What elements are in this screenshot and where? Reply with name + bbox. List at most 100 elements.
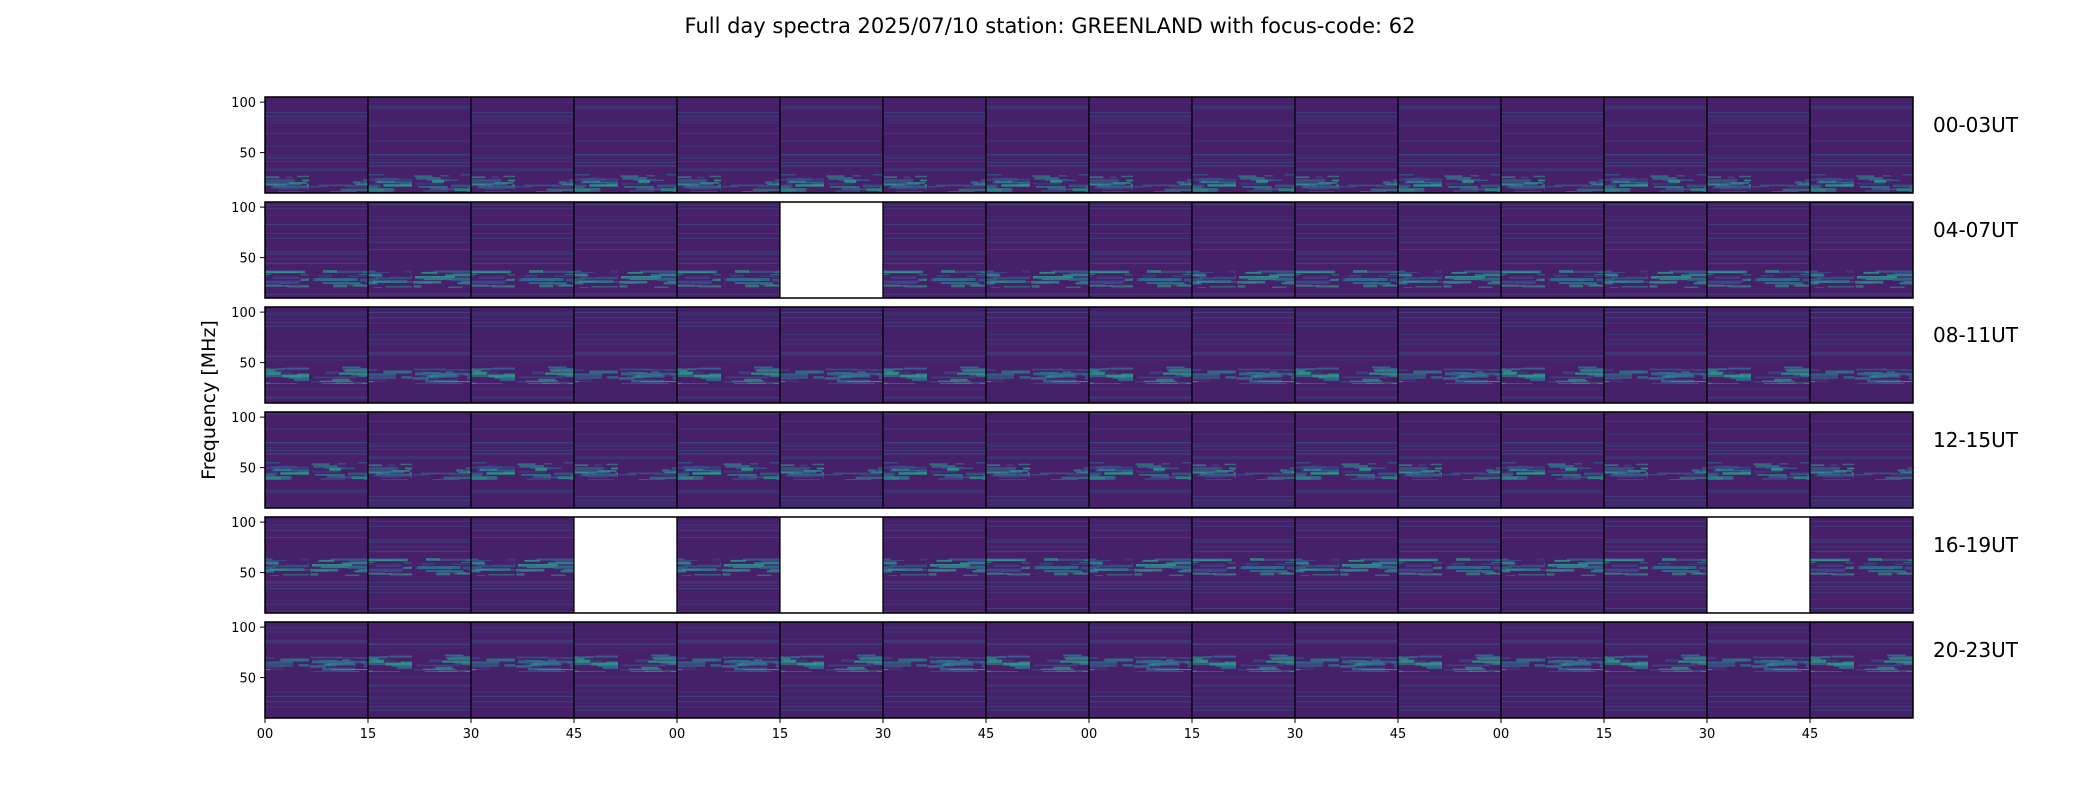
spectrum-panel [1500, 516, 1605, 614]
spectrum-panel [367, 96, 472, 194]
row-time-label: 04-07UT [1933, 218, 2019, 242]
y-tick-label: 100 [231, 201, 256, 216]
spectrum-panel [367, 516, 472, 614]
spectrum-panel [1294, 621, 1399, 719]
spectrum-panel [470, 306, 575, 404]
spectrum-panel [1500, 411, 1605, 509]
spectrum-panel [1191, 516, 1296, 614]
spectrum-panel [573, 306, 678, 404]
row-frame [264, 411, 1914, 509]
row-frame [264, 306, 1914, 404]
spectrum-panel [1191, 621, 1296, 719]
spectrum-panel [1603, 621, 1708, 719]
spectra-row: 50 100 12-15UT [231, 411, 2019, 509]
spectrum-panel [470, 201, 575, 299]
spectrum-panel [1294, 411, 1399, 509]
x-tick-label: 30 [875, 727, 892, 742]
spectrum-panel [676, 306, 781, 404]
spectrum-panel [367, 411, 472, 509]
spectrum-panel-missing [779, 201, 884, 299]
spectrum-panel [470, 621, 575, 719]
spectrum-panel [1706, 621, 1811, 719]
y-tick-label: 50 [239, 462, 256, 477]
spectrum-panel [1603, 516, 1708, 614]
spectrum-panel [1088, 411, 1193, 509]
spectrum-panel [470, 96, 575, 194]
spectrum-panel [1706, 96, 1811, 194]
spectrum-panel [985, 516, 1090, 614]
spectrum-panel [1191, 96, 1296, 194]
spectrum-panel [1397, 306, 1502, 404]
y-tick-label: 100 [231, 621, 256, 636]
spectrum-panel [985, 411, 1090, 509]
spectrum-panel [985, 201, 1090, 299]
spectrum-panel [676, 411, 781, 509]
spectrum-panel [1809, 411, 1914, 509]
spectrum-panel [779, 621, 884, 719]
spectrum-panel [1397, 516, 1502, 614]
spectrum-panel [1500, 306, 1605, 404]
x-tick-label: 15 [360, 727, 377, 742]
spectrum-panel [882, 96, 987, 194]
spectrum-panel [264, 201, 369, 299]
spectra-row: 50 100 00-03UT [231, 96, 2019, 194]
spectrum-panel [882, 516, 987, 614]
row-frame [264, 516, 1914, 614]
spectrum-panel [676, 621, 781, 719]
spectrum-panel [1397, 621, 1502, 719]
spectrum-panel [1706, 201, 1811, 299]
spectrum-panel-missing [573, 516, 678, 614]
spectrum-panel [264, 306, 369, 404]
spectrum-panel [1191, 306, 1296, 404]
row-time-label: 20-23UT [1933, 638, 2019, 662]
spectrum-panel [264, 516, 369, 614]
spectrum-panel [676, 96, 781, 194]
spectrum-panel-missing [779, 516, 884, 614]
x-tick-label: 00 [1081, 727, 1098, 742]
spectrum-panel [1397, 96, 1502, 194]
row-frame [264, 96, 1914, 194]
spectrum-panel [882, 411, 987, 509]
y-tick-label: 50 [239, 567, 256, 582]
spectrum-panel [1706, 306, 1811, 404]
spectrum-panel [676, 201, 781, 299]
spectrum-panel [1809, 306, 1914, 404]
spectrum-panel [1809, 96, 1914, 194]
spectrum-panel [367, 201, 472, 299]
spectrum-panel [676, 516, 781, 614]
spectrum-panel [1088, 516, 1193, 614]
x-tick-label: 15 [772, 727, 789, 742]
spectrum-panel [1809, 201, 1914, 299]
x-axis: 00 15 30 45 00 15 30 45 00 15 30 45 00 15 30 45 [257, 718, 1818, 742]
spectrum-panel [1603, 201, 1708, 299]
spectrum-panel [1500, 96, 1605, 194]
y-axis-label: Frequency [MHz] [198, 320, 220, 480]
y-tick-label: 100 [231, 411, 256, 426]
row-time-label: 16-19UT [1933, 533, 2019, 557]
y-tick-label: 50 [239, 672, 256, 687]
spectrum-panel [573, 201, 678, 299]
row-time-label: 08-11UT [1933, 323, 2019, 347]
spectrum-panel [264, 411, 369, 509]
spectrum-panel [1809, 516, 1914, 614]
spectrum-panel [1294, 96, 1399, 194]
spectrum-panel [1500, 201, 1605, 299]
spectra-row: 50 100 04-07UT [231, 201, 2019, 299]
chart-title: Full day spectra 2025/07/10 station: GRE… [685, 14, 1416, 38]
x-tick-label: 30 [463, 727, 480, 742]
x-tick-label: 15 [1596, 727, 1613, 742]
y-tick-label: 100 [231, 516, 256, 531]
y-tick-label: 50 [239, 357, 256, 372]
x-tick-label: 15 [1184, 727, 1201, 742]
spectrum-panel [1603, 306, 1708, 404]
row-time-label: 12-15UT [1933, 428, 2019, 452]
spectrum-panel [882, 306, 987, 404]
spectrum-panel [779, 306, 884, 404]
x-tick-label: 45 [1390, 727, 1407, 742]
spectrum-panel [367, 306, 472, 404]
spectrum-panel [1088, 201, 1193, 299]
x-tick-label: 30 [1287, 727, 1304, 742]
x-tick-label: 00 [257, 727, 274, 742]
spectrum-panel [573, 621, 678, 719]
